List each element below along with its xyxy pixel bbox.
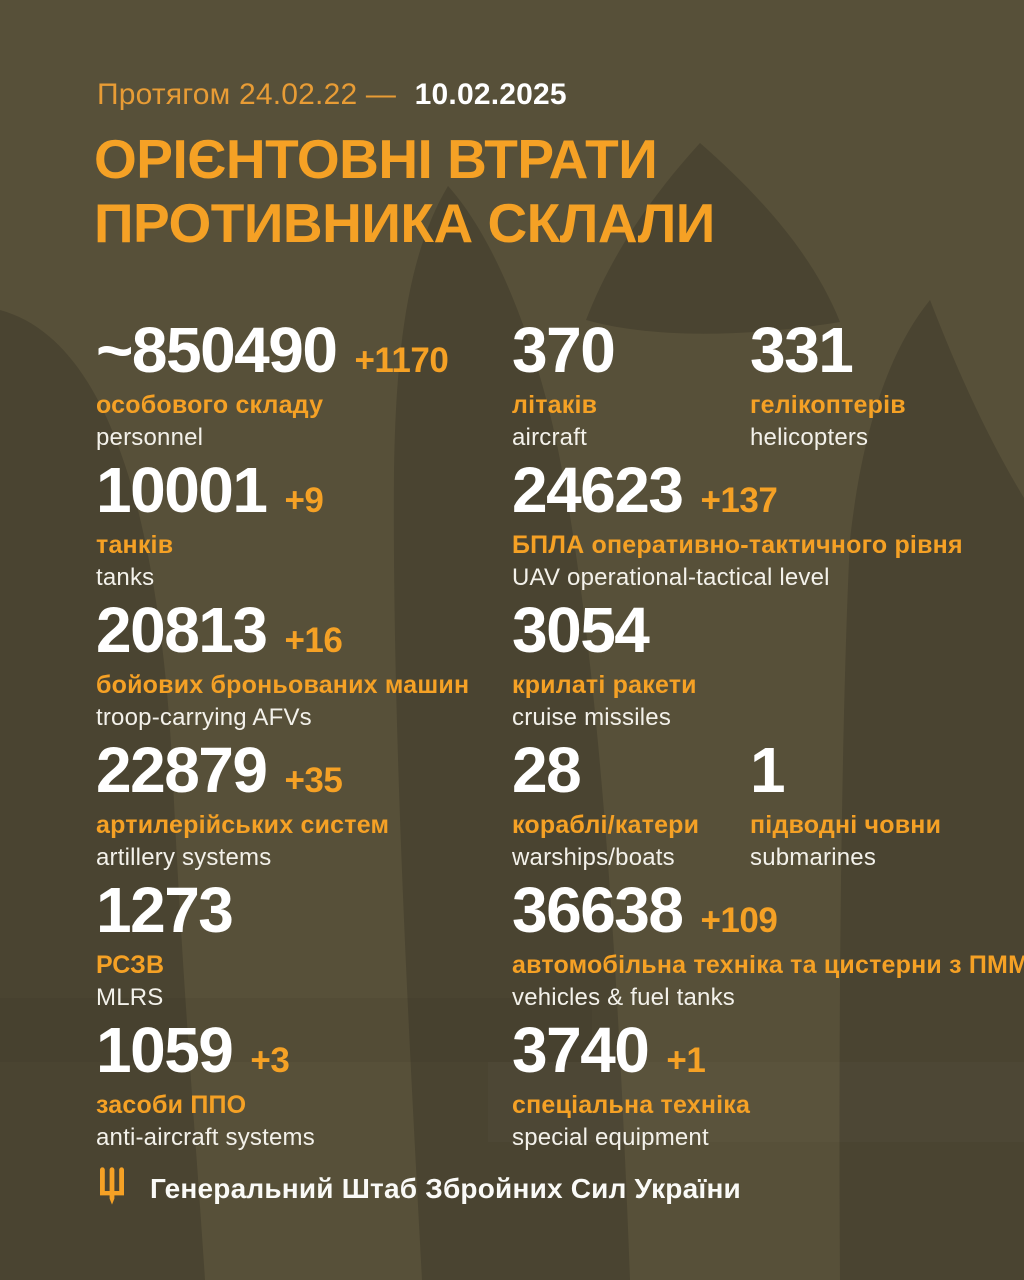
stat-delta: +9: [284, 481, 324, 520]
stat-mlrs: 1273 РСЗВ MLRS: [96, 878, 250, 1011]
stat-label-en: anti-aircraft systems: [96, 1123, 315, 1151]
stat-label-uk: крилаті ракети: [512, 671, 697, 699]
stat-label-en: tanks: [96, 563, 155, 591]
stat-delta: +35: [284, 761, 343, 800]
report-period: Протягом 24.02.22 — 10.02.2025: [97, 78, 567, 112]
stat-label-en: aircraft: [512, 423, 587, 451]
stat-artillery: 22879 +35 артилерійських систем artiller…: [96, 738, 389, 871]
stat-label-en: special equipment: [512, 1123, 709, 1151]
page-title-line2: ПРОТИВНИКА СКЛАЛИ: [94, 191, 715, 254]
stat-value: 22879: [96, 734, 268, 806]
stat-personnel: ~850490 +1170 особового складу personnel: [96, 314, 449, 451]
stat-afv: 20813 +16 бойових броньованих машин troo…: [96, 598, 469, 731]
stat-vehicles-fuel: 36638 +109 автомобільна техніка та цисте…: [512, 878, 1024, 1011]
stat-cruise-missiles: 3054 крилаті ракети cruise missiles: [512, 598, 697, 731]
footer-org-name: Генеральний Штаб Збройних Сил України: [150, 1173, 741, 1204]
stat-label-uk: танків: [96, 531, 174, 559]
stat-delta: +137: [700, 481, 778, 520]
stat-label-en: artillery systems: [96, 843, 272, 871]
stat-label-uk: літаків: [512, 391, 598, 419]
stat-delta: +16: [284, 621, 343, 660]
stat-label-uk: автомобільна техніка та цистерни з ПММ: [512, 951, 1024, 979]
stat-delta: +3: [250, 1041, 290, 1080]
stat-label-en: vehicles & fuel tanks: [512, 983, 735, 1011]
stat-label-uk: гелікоптерів: [750, 391, 906, 419]
stat-label-uk: бойових броньованих машин: [96, 671, 470, 699]
stat-value: 1: [750, 734, 786, 806]
stat-label-uk: РСЗВ: [96, 951, 165, 979]
stat-value: 3740: [512, 1014, 650, 1086]
stat-delta: +109: [700, 901, 778, 940]
stat-label-en: personnel: [96, 423, 204, 451]
page-title-line1: ОРІЄНТОВНІ ВТРАТИ: [94, 128, 658, 190]
stat-value: 36638: [512, 874, 684, 946]
stat-special-equipment: 3740 +1 спеціальна техніка special equip…: [512, 1018, 750, 1151]
footer: Генеральний Штаб Збройних Сил України: [96, 1166, 741, 1212]
stat-value: 10001: [96, 454, 268, 526]
stat-delta: +1: [666, 1041, 706, 1080]
stat-value: 370: [512, 314, 616, 386]
stat-aircraft: 370 літаків aircraft: [512, 318, 632, 451]
stat-label-uk: кораблі/катери: [512, 811, 700, 839]
stat-value: ~850490: [96, 314, 338, 386]
stat-value: 1059: [96, 1014, 234, 1086]
stat-label-en: submarines: [750, 843, 877, 871]
trident-icon: [100, 1167, 124, 1205]
stat-label-en: troop-carrying AFVs: [96, 703, 312, 731]
stat-tanks: 10001 +9 танків tanks: [96, 454, 324, 591]
stat-label-en: cruise missiles: [512, 703, 672, 731]
period-end-date: 10.02.2025: [414, 78, 567, 111]
stat-warships: 28 кораблі/катери warships/boats: [512, 738, 699, 871]
stat-label-uk: спеціальна техніка: [512, 1091, 751, 1119]
page-title: ОРІЄНТОВНІ ВТРАТИ ПРОТИВНИКА СКЛАЛИ: [94, 128, 715, 256]
stat-value: 28: [512, 734, 582, 806]
stat-label-uk: БПЛА оперативно-тактичного рівня: [512, 531, 963, 559]
stat-label-uk: засоби ППО: [96, 1091, 247, 1119]
stat-delta: +1170: [354, 341, 449, 380]
stat-value: 20813: [96, 594, 268, 666]
stat-helicopters: 331 гелікоптерів helicopters: [750, 318, 906, 451]
stat-label-uk: підводні човни: [750, 811, 942, 839]
stat-submarines: 1 підводні човни submarines: [750, 738, 941, 871]
stat-value: 1273: [96, 874, 234, 946]
stat-label-en: MLRS: [96, 983, 164, 1011]
stat-label-en: UAV operational-tactical level: [512, 563, 830, 591]
stat-value: 24623: [512, 454, 684, 526]
stat-label-uk: артилерійських систем: [96, 811, 390, 839]
stat-label-en: helicopters: [750, 423, 869, 451]
stat-value: 3054: [512, 594, 650, 666]
stat-label-en: warships/boats: [512, 843, 675, 871]
period-prefix: Протягом 24.02.22 —: [97, 78, 397, 111]
stat-label-uk: особового складу: [96, 391, 324, 419]
stat-uav: 24623 +137 БПЛА оперативно-тактичного рі…: [512, 458, 963, 591]
stat-value: 331: [750, 314, 854, 386]
stat-anti-aircraft: 1059 +3 засоби ППО anti-aircraft systems: [96, 1018, 315, 1151]
